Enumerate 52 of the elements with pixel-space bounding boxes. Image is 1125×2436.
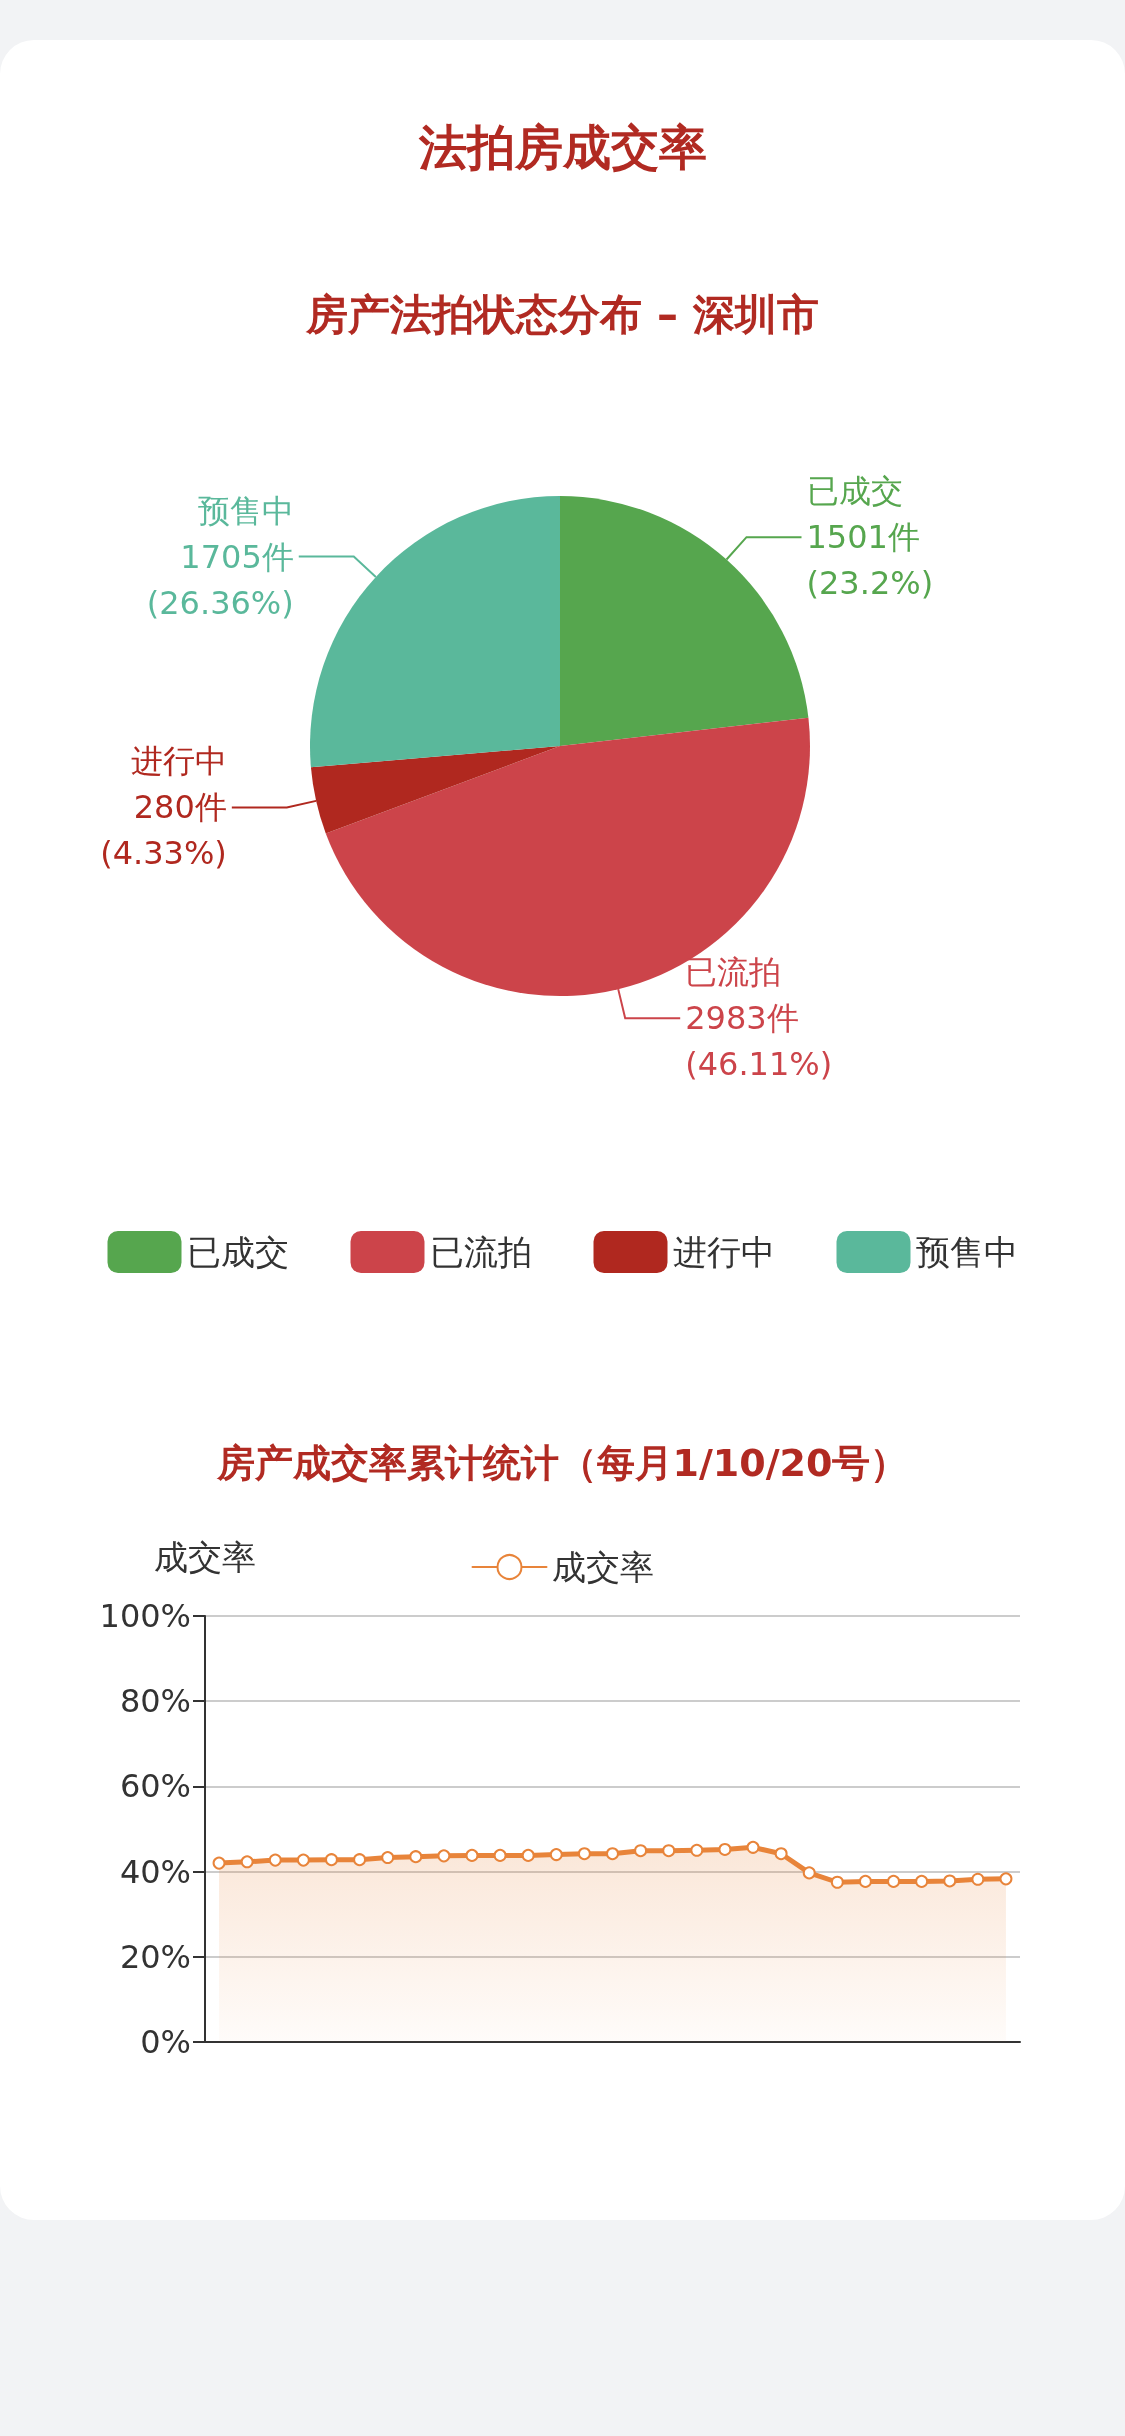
point [240,1855,254,1869]
point [353,1853,367,1867]
legend-label: 预售中 [915,1232,1018,1272]
data-label: 2983件 (46.11%) [685,999,833,1084]
point [802,1866,816,1880]
point [549,1848,563,1862]
point [437,1849,451,1863]
y-tick-label: 100% [99,1597,191,1635]
point [971,1872,985,1886]
point [324,1853,338,1867]
point [915,1874,929,1888]
point [887,1874,901,1888]
chart-subtitle: 房产法拍状态分布 – 深圳市 [305,289,819,339]
point [409,1850,423,1864]
point [606,1847,619,1861]
slice-label: 进行中 [130,742,227,781]
point [943,1874,957,1888]
point [774,1847,788,1861]
point [465,1848,479,1862]
point [634,1844,648,1858]
point [296,1853,310,1867]
chart-title: 法拍房成交率 [417,119,707,175]
y-tick-label: 40% [119,1852,191,1891]
point [212,1856,226,1870]
chart-title: 房产成交率累计统计（每月1/10/20号） [215,1441,909,1485]
point [690,1843,704,1857]
legend-label: 已流拍 [429,1232,532,1272]
y-tick-label: 20% [119,1937,191,1976]
legend-label: 进行中 [672,1232,775,1272]
point [858,1874,872,1888]
data-label: 1705件 (26.36%) [146,537,294,622]
point [268,1853,282,1867]
slice-label: 已流拍 [685,953,782,992]
point [830,1875,844,1889]
y-axis-title: 成交率 [154,1537,256,1577]
point [662,1844,676,1858]
y-tick-label: 0% [140,2023,191,2061]
y-tick-label: 60% [119,1767,191,1806]
point [746,1840,760,1854]
data-label: 1501件 (23.2%) [806,518,934,603]
data-label: 280件 (4.33%) [100,788,227,873]
legend-label: 已成交 [186,1232,289,1272]
y-tick-label: 80% [119,1682,191,1721]
point [718,1842,732,1856]
point [577,1847,591,1861]
legend-label: 成交率 [551,1547,654,1587]
slice-label: 已成交 [806,472,903,511]
point [999,1872,1013,1886]
slice-label: 预售中 [197,491,294,530]
point [381,1851,395,1865]
point [493,1848,507,1862]
point [521,1848,535,1862]
